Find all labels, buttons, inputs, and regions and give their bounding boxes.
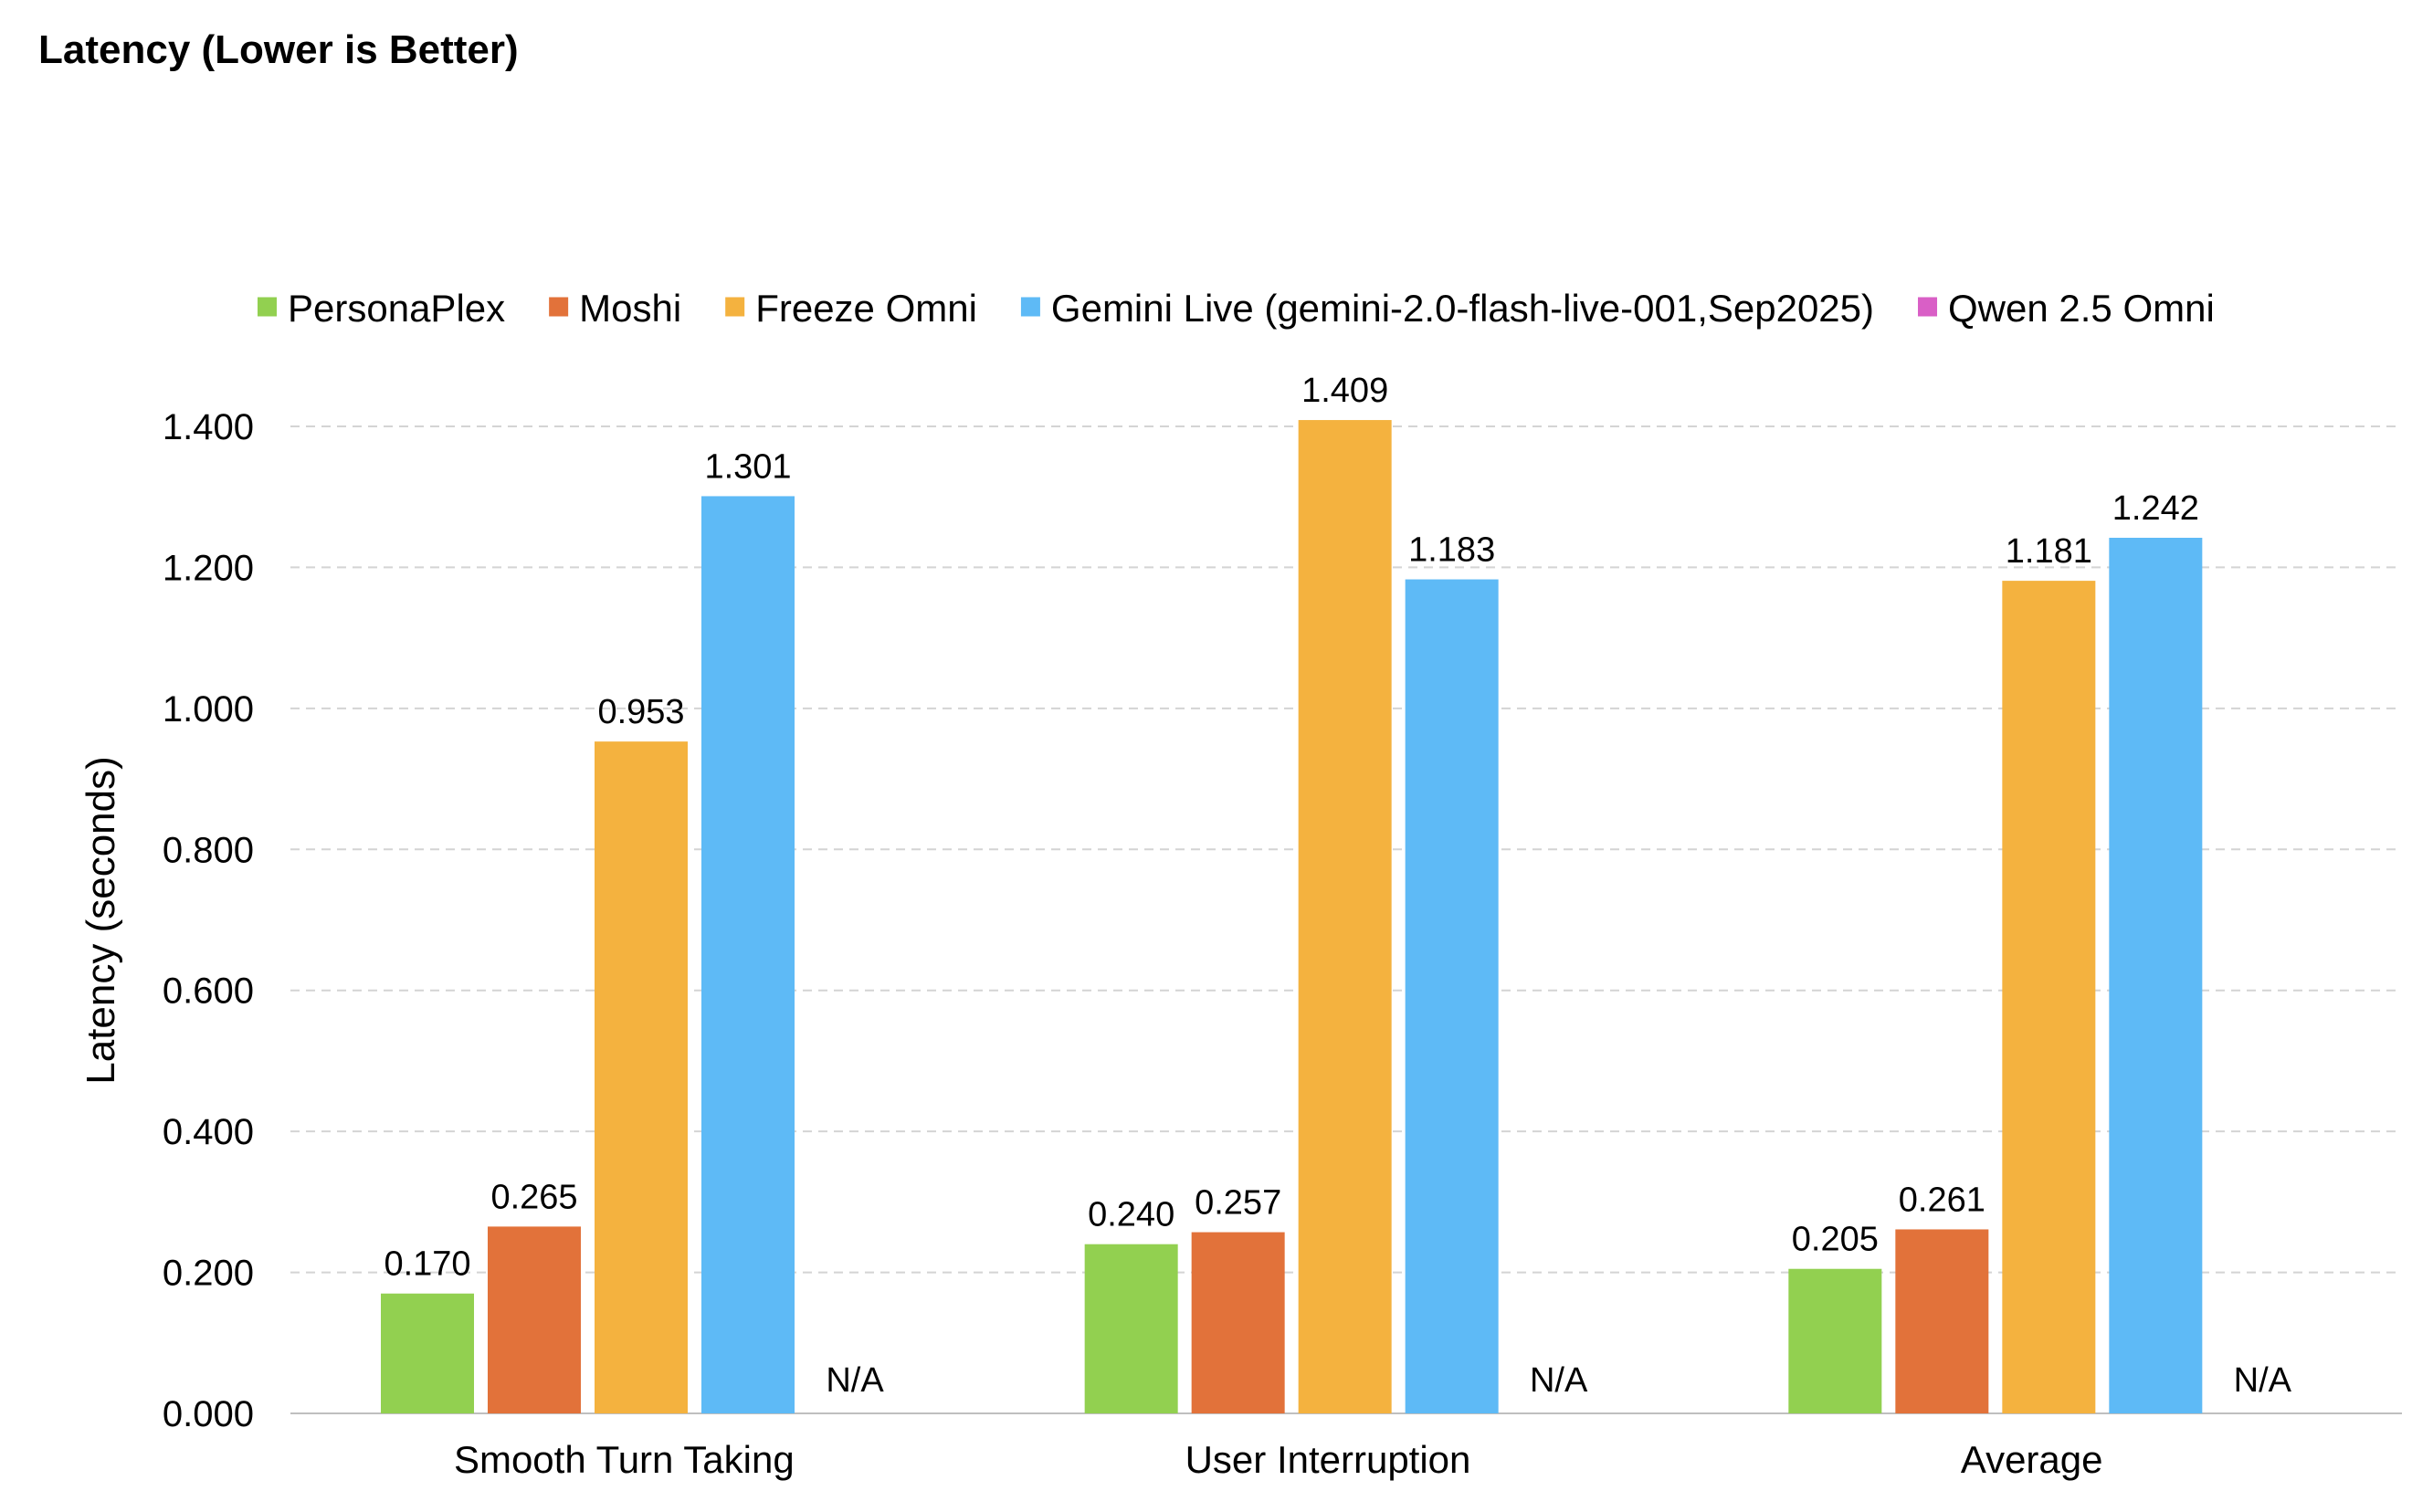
bar [1895, 1229, 1989, 1413]
x-tick-label: Average [1961, 1438, 2103, 1481]
bar [1788, 1268, 1882, 1413]
legend-swatch [258, 297, 277, 317]
chart-title: Latency (Lower is Better) [38, 27, 519, 72]
data-label-na: N/A [2234, 1361, 2292, 1400]
legend-swatch [725, 297, 745, 317]
y-tick-label: 0.800 [163, 830, 254, 870]
y-tick-label: 1.400 [163, 407, 254, 447]
legend-swatch [1020, 297, 1040, 317]
bar [1298, 420, 1392, 1413]
data-label-na: N/A [826, 1361, 884, 1400]
data-label: 0.257 [1195, 1184, 1281, 1223]
y-tick-label: 0.000 [163, 1394, 254, 1434]
data-label: 0.261 [1899, 1181, 1985, 1219]
data-label-na: N/A [1530, 1361, 1588, 1400]
y-tick-label: 0.600 [163, 971, 254, 1012]
bar [488, 1226, 581, 1413]
legend-label: Moshi [579, 287, 681, 330]
legend-label: Freeze Omni [755, 287, 977, 330]
x-tick-label: User Interruption [1185, 1438, 1471, 1481]
bar [701, 496, 795, 1413]
y-tick-label: 0.200 [163, 1254, 254, 1294]
y-tick-label: 1.000 [163, 689, 254, 730]
x-tick-label: Smooth Turn Taking [454, 1438, 795, 1481]
bar [1405, 579, 1499, 1413]
data-label: 1.181 [2006, 532, 2092, 571]
bar [1084, 1244, 1178, 1413]
legend-swatch [549, 297, 569, 317]
bar [1191, 1232, 1285, 1413]
data-label: 0.240 [1088, 1196, 1174, 1234]
data-label: 0.953 [597, 693, 684, 731]
y-tick-label: 1.200 [163, 548, 254, 588]
data-label: 1.242 [2112, 489, 2199, 528]
legend-label: Gemini Live (gemini-2.0-flash-live-001,S… [1051, 287, 1874, 330]
data-label: 0.170 [384, 1245, 470, 1284]
legend-label: Qwen 2.5 Omni [1948, 287, 2215, 330]
y-axis-label: Latency (seconds) [79, 756, 123, 1085]
y-tick-label: 0.400 [163, 1112, 254, 1152]
data-label: 1.301 [704, 447, 791, 486]
data-label: 0.205 [1792, 1221, 1879, 1259]
data-label: 1.183 [1408, 531, 1495, 570]
bar [381, 1293, 474, 1413]
legend-swatch [1918, 297, 1938, 317]
data-label: 1.409 [1301, 372, 1388, 410]
bar [595, 741, 688, 1413]
bar [2002, 581, 2096, 1413]
data-label: 0.265 [490, 1178, 577, 1216]
legend-label: PersonaPlex [288, 287, 505, 330]
bar [2109, 537, 2203, 1413]
